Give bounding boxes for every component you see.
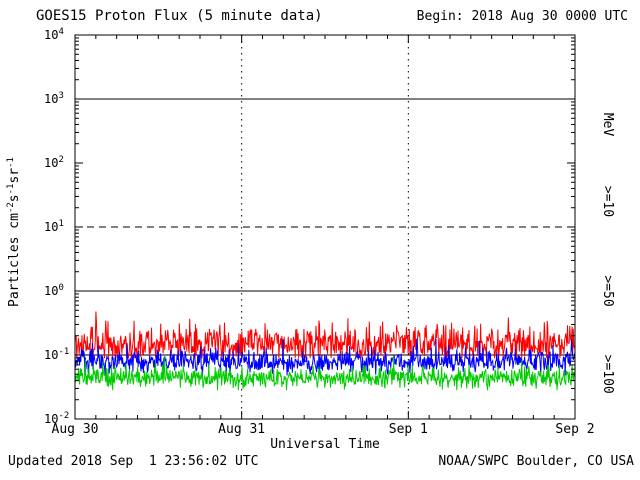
y-tick-label: 103 — [44, 91, 64, 106]
right-label--50: >=50 — [600, 275, 615, 306]
updated-timestamp: Updated 2018 Sep 1 23:56:02 UTC — [8, 454, 259, 469]
series--100-mev — [74, 356, 576, 391]
source-attribution: NOAA/SWPC Boulder, CO USA — [438, 454, 634, 469]
chart-title: GOES15 Proton Flux (5 minute data) — [36, 8, 323, 24]
x-tick-label: Sep 2 — [555, 422, 594, 437]
x-tick-label: Aug 31 — [218, 422, 265, 437]
y-tick-label: 101 — [44, 219, 64, 234]
right-label-mev: MeV — [600, 113, 615, 137]
begin-timestamp: Begin: 2018 Aug 30 0000 UTC — [416, 9, 628, 24]
y-tick-label: 100 — [44, 283, 64, 298]
y-tick-label: 102 — [44, 155, 64, 170]
y-tick-label: 10-1 — [44, 347, 69, 362]
y-tick-label: 104 — [44, 27, 64, 42]
x-axis-label: Universal Time — [270, 437, 380, 452]
right-label--100: >=100 — [600, 355, 615, 394]
x-tick-label: Sep 1 — [389, 422, 428, 437]
y-tick-label: 10-2 — [44, 411, 69, 426]
series--50-mev — [74, 338, 576, 376]
x-tick-label: Aug 30 — [52, 422, 99, 437]
y-axis-label: Particles cm-2s-1sr-1 — [6, 157, 22, 307]
right-label--10: >=10 — [600, 186, 615, 217]
series--10-mev — [74, 311, 576, 359]
